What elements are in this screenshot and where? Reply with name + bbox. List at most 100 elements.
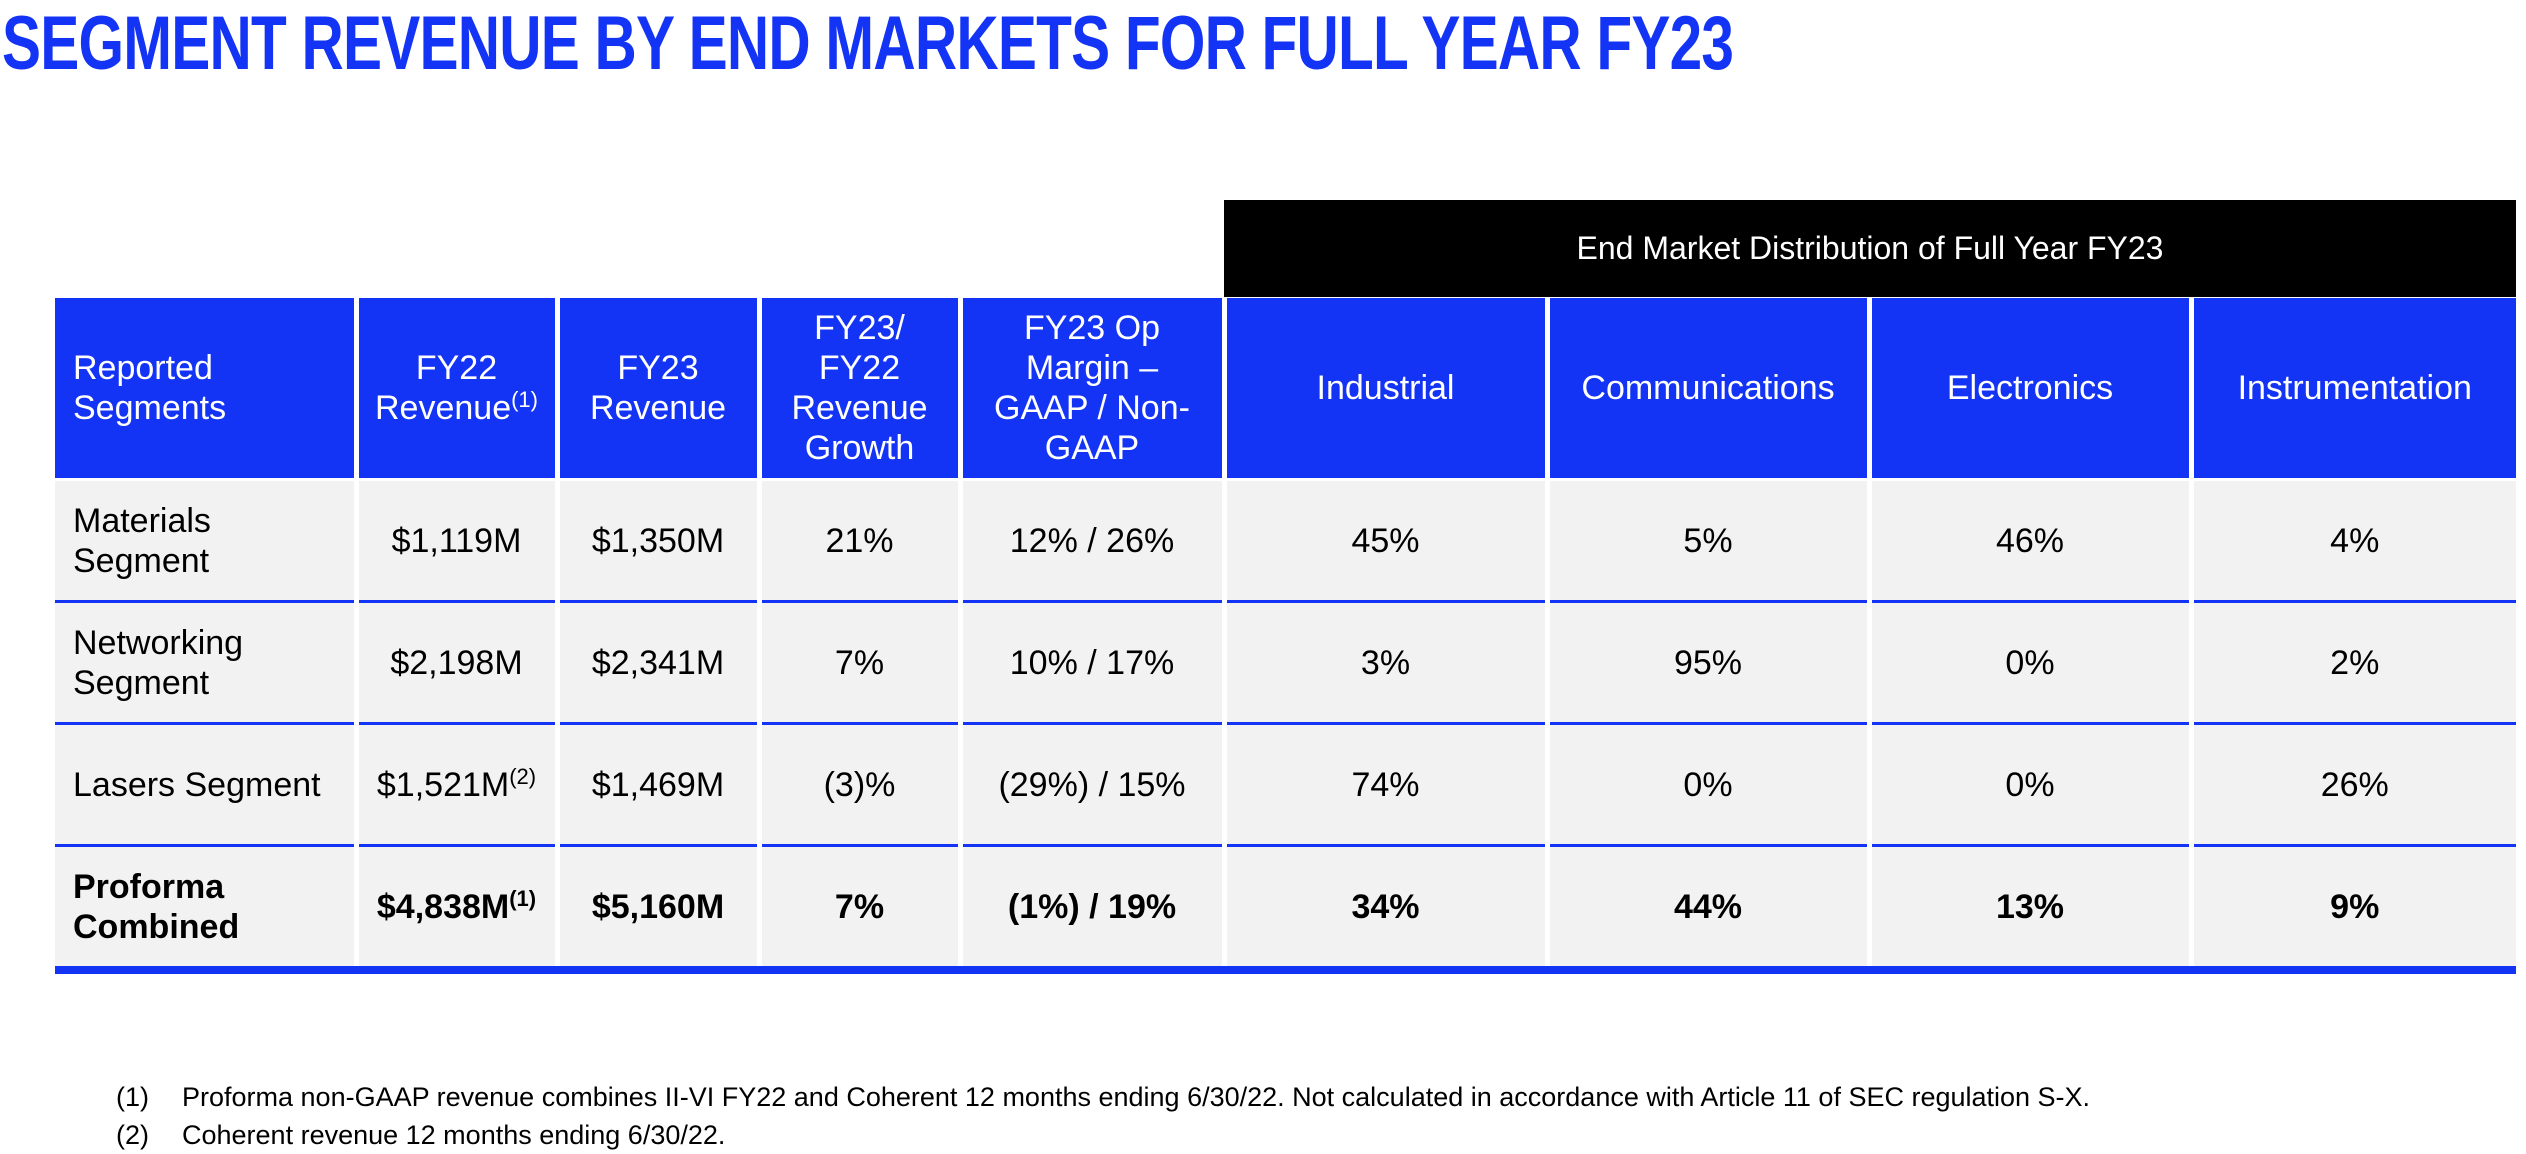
table-cell: 74% xyxy=(1224,723,1550,847)
footnotes: (1) Proforma non-GAAP revenue combines II… xyxy=(116,1078,2090,1154)
header-cell: Communications xyxy=(1547,298,1872,481)
table-cell-text: 44% xyxy=(1673,887,1743,926)
table-cell-text: 0% xyxy=(2005,765,2055,804)
table-cell: $1,521M(2) xyxy=(356,723,560,847)
table-cell-text: $1,350M xyxy=(591,521,725,560)
header-cell: Electronics xyxy=(1869,298,2194,481)
footnote-ref: (1) xyxy=(511,387,538,412)
table-cell: Networking Segment xyxy=(55,601,359,725)
table-cell-text: 0% xyxy=(1683,765,1733,804)
table-row: Networking Segment $2,198M $2,341M 7% 10% / … xyxy=(55,601,2516,725)
table-cell: 34% xyxy=(1224,845,1550,974)
table-cell-text: $1,469M xyxy=(591,765,725,804)
table-cell-text: 3% xyxy=(1360,643,1411,682)
table-cell-text: 4% xyxy=(2330,521,2380,560)
footnote-ref: (1) xyxy=(509,885,537,911)
table-cell-text: $1,119M xyxy=(391,521,522,560)
table-cell: 0% xyxy=(1547,723,1872,847)
header-cell: FY23 Revenue xyxy=(557,298,762,481)
table-cell: 45% xyxy=(1224,479,1550,603)
table-cell-text: $2,198M xyxy=(390,643,523,682)
table-cell: 2% xyxy=(2191,601,2516,725)
header-cell-text: Instrumentation xyxy=(2237,369,2472,407)
table-row: Proforma Combined $4,838M(1) $5,160M 7% (1%)… xyxy=(55,845,2516,974)
table-row: Lasers Segment $1,521M(2) $1,469M (3)% (29%)… xyxy=(55,723,2516,847)
footnote-text: Proforma non-GAAP revenue combines II-VI… xyxy=(182,1081,2091,1112)
table-cell-text: Materials Segment xyxy=(73,501,211,580)
header-cell-text: FY23 Op Margin – GAAP / Non-GAAP xyxy=(994,309,1190,467)
table-cell: $1,119M xyxy=(356,479,560,603)
header-cell-text: FY22 Revenue xyxy=(375,349,512,427)
table-cell: $4,838M(1) xyxy=(356,845,560,974)
header-row: Reported Segments FY22 Revenue(1) FY23 Rev… xyxy=(55,298,2516,481)
table-cell-text: 7% xyxy=(834,643,885,682)
table-cell: 95% xyxy=(1547,601,1872,725)
table-body: Materials Segment $1,119M $1,350M 21% 12% / … xyxy=(55,479,2516,974)
header-cell-text: Communications xyxy=(1581,369,1835,407)
table-cell: $5,160M xyxy=(557,845,762,974)
table-cell: 3% xyxy=(1224,601,1550,725)
table-cell-text: (3)% xyxy=(823,765,896,804)
footnote: (2) Coherent revenue 12 months ending 6/3… xyxy=(116,1116,2090,1154)
table-cell: $1,469M xyxy=(557,723,762,847)
table-cell: 0% xyxy=(1869,601,2194,725)
table-cell-text: (1%) / 19% xyxy=(1007,887,1177,926)
table-cell-text: 0% xyxy=(2005,643,2055,682)
table-cell-text: 2% xyxy=(2330,643,2380,682)
table-cell: 0% xyxy=(1869,723,2194,847)
table-cell-text: 26% xyxy=(2320,765,2389,804)
header-cell-text: Reported Segments xyxy=(73,349,227,427)
footnote-ref: (2) xyxy=(509,763,537,789)
table-cell: 26% xyxy=(2191,723,2516,847)
header-cell-text: FY23 Revenue xyxy=(589,349,727,427)
table-cell: (29%) / 15% xyxy=(960,723,1227,847)
table-cell: Materials Segment xyxy=(55,479,359,603)
table-cell: Proforma Combined xyxy=(55,845,359,974)
header-cell: Reported Segments xyxy=(55,298,359,481)
header-cell-text: Industrial xyxy=(1316,369,1455,407)
footnote-text: Coherent revenue 12 months ending 6/30/2… xyxy=(182,1119,726,1150)
table-cell: 7% xyxy=(759,845,963,974)
table-cell: 7% xyxy=(759,601,963,725)
header-cell: Industrial xyxy=(1224,298,1550,481)
table-cell-text: 12% / 26% xyxy=(1009,521,1175,560)
table-cell: 10% / 17% xyxy=(960,601,1227,725)
table-cell: 21% xyxy=(759,479,963,603)
table-cell-text: 13% xyxy=(1995,887,2065,926)
table-cell-text: $5,160M xyxy=(591,887,725,926)
table-cell-text: 74% xyxy=(1351,765,1420,804)
table-cell: $2,341M xyxy=(557,601,762,725)
table-cell-text: 45% xyxy=(1351,521,1420,560)
group-header: End Market Distribution of Full Year FY2… xyxy=(1224,200,2516,297)
table-cell: 12% / 26% xyxy=(960,479,1227,603)
footnote-marker: (1) xyxy=(116,1081,149,1112)
table-cell: $1,350M xyxy=(557,479,762,603)
table-cell-text: $2,341M xyxy=(591,643,725,682)
table-cell-text: $1,521M xyxy=(376,765,510,804)
table-cell-text: $4,838M xyxy=(376,887,510,926)
footnote: (1) Proforma non-GAAP revenue combines II… xyxy=(116,1078,2090,1116)
table-cell-text: 95% xyxy=(1673,643,1743,682)
header-cell: FY23/ FY22 Revenue Growth xyxy=(759,298,963,481)
table-cell: 4% xyxy=(2191,479,2516,603)
title: SEGMENT REVENUE BY END MARKETS FOR FULL … xyxy=(2,1,1734,86)
table-cell: 5% xyxy=(1547,479,1872,603)
table-cell: 13% xyxy=(1869,845,2194,974)
table-cell-text: 34% xyxy=(1351,887,1420,926)
table-cell: 46% xyxy=(1869,479,2194,603)
table-cell: Lasers Segment xyxy=(55,723,359,847)
table-cell-text: 46% xyxy=(1995,521,2065,560)
table-cell-text: Networking Segment xyxy=(73,623,244,702)
table-cell-text: (29%) / 15% xyxy=(998,765,1186,804)
header-cell-text: FY23/ FY22 Revenue Growth xyxy=(791,309,928,467)
table-cell-text: Proforma Combined xyxy=(73,867,240,946)
table-cell: (3)% xyxy=(759,723,963,847)
header-cell-text: Electronics xyxy=(1946,369,2114,407)
table-cell-text: Lasers Segment xyxy=(73,765,321,804)
table-cell: 44% xyxy=(1547,845,1872,974)
footnote-marker: (2) xyxy=(116,1119,149,1150)
table-cell-text: 7% xyxy=(834,887,885,926)
header-cell: Instrumentation xyxy=(2191,298,2516,481)
table-cell-text: 10% / 17% xyxy=(1009,643,1175,682)
